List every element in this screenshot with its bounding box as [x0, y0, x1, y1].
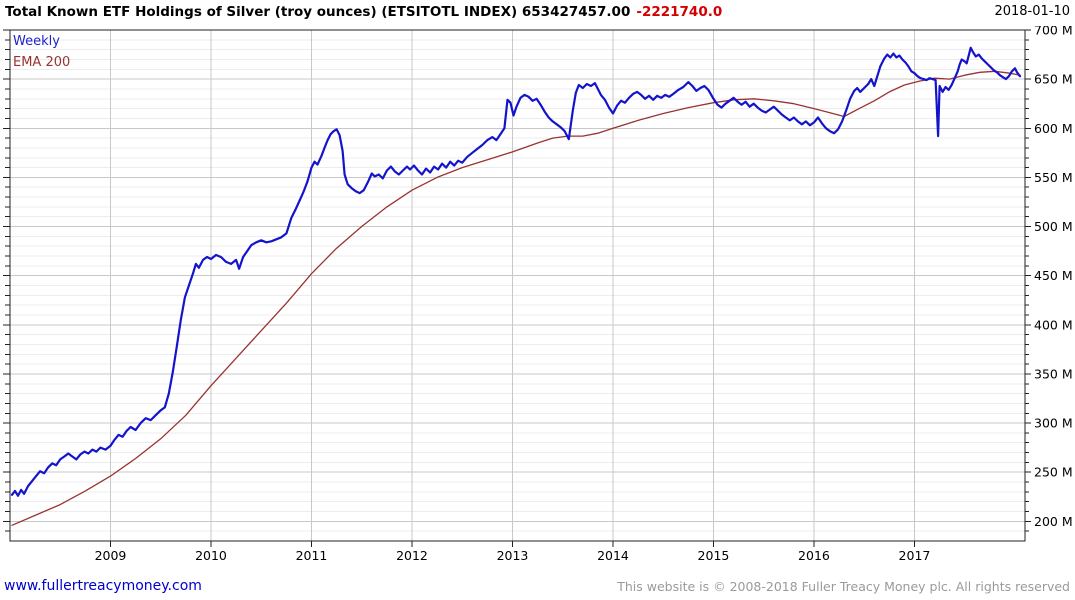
x-axis-tick-label: 2012	[396, 548, 428, 563]
x-axis-tick-label: 2016	[798, 548, 830, 563]
y-axis-tick-label: 300 M	[1034, 416, 1073, 431]
y-axis-tick-label: 500 M	[1034, 219, 1073, 234]
chart-title: Total Known ETF Holdings of Silver (troy…	[5, 4, 722, 20]
weekly-line	[10, 46, 1022, 497]
legend-item-weekly: Weekly	[13, 31, 70, 52]
y-axis-tick-label: 600 M	[1034, 121, 1073, 136]
legend-item-ema: EMA 200	[13, 52, 70, 73]
x-axis-tick-label: 2013	[497, 548, 529, 563]
y-axis-tick-label: 250 M	[1034, 465, 1073, 480]
y-axis-tick-label: 350 M	[1034, 366, 1073, 381]
x-axis-tick-label: 2010	[195, 548, 227, 563]
ema-line	[11, 70, 1021, 526]
chart-canvas: 200 M 250 M 300 M 350 M 400 M 450 M 500 M 550 M…	[3, 23, 1073, 563]
x-axis-tick-label: 2014	[597, 548, 629, 563]
x-axis-tick-label: 2017	[899, 548, 931, 563]
legend: Weekly EMA 200	[13, 31, 70, 73]
chart-area: 200 M 250 M 300 M 350 M 400 M 450 M 500 M 550 M…	[0, 23, 1075, 572]
y-axis-tick-label: 400 M	[1034, 317, 1073, 332]
chart-date: 2018-01-10	[994, 4, 1070, 19]
y-axis-tick-label: 700 M	[1034, 26, 1073, 38]
plot-border	[9, 29, 1026, 542]
footer: www.fullertreacymoney.com This website i…	[0, 572, 1075, 600]
x-axis-tick-label: 2009	[95, 548, 127, 563]
legend-weekly-label: Weekly	[13, 34, 60, 49]
x-axis-tick-label: 2015	[698, 548, 730, 563]
legend-ema-label: EMA 200	[13, 55, 71, 70]
x-axis-tick-label: 2011	[296, 548, 328, 563]
footer-copyright: This website is © 2008-2018 Fuller Treac…	[617, 578, 1070, 594]
chart-title-text: Total Known ETF Holdings of Silver (troy…	[5, 4, 631, 20]
titlebar: Total Known ETF Holdings of Silver (troy…	[0, 0, 1075, 26]
y-axis-tick-label: 650 M	[1034, 72, 1073, 87]
y-axis-tick-label: 550 M	[1034, 170, 1073, 185]
footer-site-link[interactable]: www.fullertreacymoney.com	[4, 578, 202, 594]
y-axis-tick-label: 200 M	[1034, 514, 1073, 529]
y-axis-tick-label: 450 M	[1034, 268, 1073, 283]
title-change-value: -2221740.0	[636, 4, 723, 20]
